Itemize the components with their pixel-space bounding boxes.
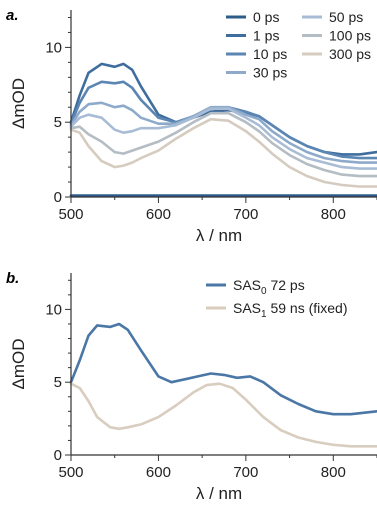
x-tick-label: 500 bbox=[58, 464, 83, 481]
legend-label: 100 ps bbox=[329, 28, 371, 44]
legend: 0 ps 1 ps 10 ps 30 ps 50 ps 100 ps 300 ps bbox=[226, 9, 371, 81]
legend-label: 10 ps bbox=[253, 46, 287, 62]
legend-label: SAS1 59 ns (fixed) bbox=[233, 300, 348, 320]
y-tick-label: 10 bbox=[45, 39, 62, 56]
y-tick-label: 0 bbox=[54, 189, 62, 206]
x-axis-title: λ / nm bbox=[196, 226, 242, 245]
series-line-5 bbox=[69, 111, 377, 178]
y-axis-title: ΔmOD bbox=[9, 338, 28, 389]
x-tick-label: 800 bbox=[321, 464, 346, 481]
y-tick-label: 0 bbox=[54, 447, 62, 464]
series-line-3 bbox=[69, 101, 377, 164]
series-line-4 bbox=[69, 107, 377, 170]
legend: SAS0 72 ps SAS1 59 ns (fixed) bbox=[206, 277, 348, 320]
chart-panel-a: a. 0 5 10 500 600 700 800 λ / nm ΔmOD 0 ps 1 ps 10 p… bbox=[6, 7, 377, 245]
y-tick-label: 10 bbox=[45, 301, 62, 318]
x-axis-title: λ / nm bbox=[196, 484, 242, 503]
legend-label: 0 ps bbox=[253, 9, 279, 25]
y-tick-label: 5 bbox=[54, 374, 62, 391]
legend-label: 30 ps bbox=[253, 65, 287, 81]
x-tick-label: 700 bbox=[233, 464, 258, 481]
x-tick-label: 800 bbox=[321, 206, 346, 223]
y-axis-title: ΔmOD bbox=[9, 78, 28, 129]
panel-label: a. bbox=[6, 7, 19, 24]
x-tick-label: 600 bbox=[146, 464, 171, 481]
legend-label: 1 ps bbox=[253, 28, 279, 44]
legend-label: 300 ps bbox=[329, 46, 371, 62]
x-tick-label: 700 bbox=[233, 206, 258, 223]
y-tick-label: 5 bbox=[54, 114, 62, 131]
x-tick-label: 500 bbox=[58, 206, 83, 223]
legend-label: 50 ps bbox=[329, 9, 363, 25]
series-line-0 bbox=[69, 322, 377, 416]
panel-label: b. bbox=[6, 270, 19, 287]
series-line-6 bbox=[69, 117, 377, 188]
x-tick-label: 600 bbox=[146, 206, 171, 223]
series-line-1 bbox=[69, 382, 377, 448]
legend-label: SAS0 72 ps bbox=[233, 277, 305, 297]
